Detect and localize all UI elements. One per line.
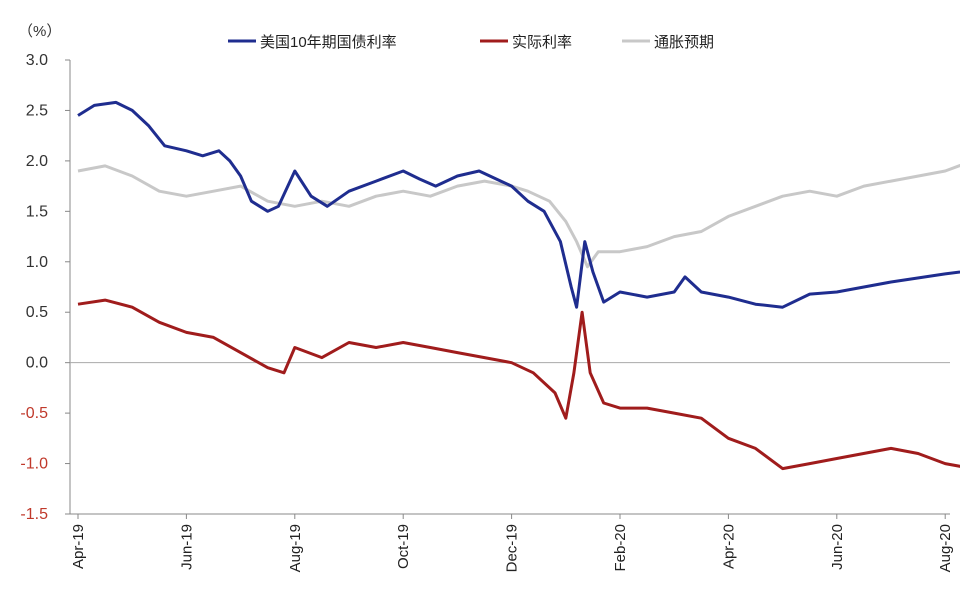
legend-label-0: 美国10年期国债利率: [260, 34, 397, 51]
y-tick-label: 3.0: [26, 52, 48, 69]
x-axis: Apr-19 Jun-19 Aug-19 Oct-19 Dec-19 Feb-20 Apr-…: [70, 362, 954, 572]
y-tick-label: -1.0: [20, 456, 48, 473]
y-tick-label: 0.5: [26, 304, 48, 321]
y-tick-label: 2.0: [26, 153, 48, 170]
y-unit-label: （%）: [18, 23, 61, 40]
legend-label-1: 实际利率: [512, 34, 572, 51]
series-line-1: [77, 298, 960, 471]
x-tick-label: Apr-20: [720, 524, 737, 569]
x-tick-label: Oct-19: [395, 524, 412, 569]
x-tick-label: Aug-20: [937, 524, 954, 572]
y-tick-label: 2.5: [26, 102, 48, 119]
y-tick-label: 0.0: [26, 355, 48, 372]
x-tick-label: Aug-19: [287, 524, 304, 572]
series-layer: [77, 100, 960, 471]
legend-label-2: 通胀预期: [654, 34, 714, 51]
y-tick-label: 1.5: [26, 203, 48, 220]
x-tick-label: Jun-20: [829, 524, 846, 570]
y-tick-label: 1.0: [26, 254, 48, 271]
x-tick-label: Dec-19: [504, 524, 521, 572]
y-tick-label: -1.5: [20, 506, 48, 523]
legend: 美国10年期国债利率 实际利率 通胀预期: [228, 34, 714, 51]
x-tick-label: Feb-20: [612, 524, 629, 572]
x-tick-label: Jun-19: [178, 524, 195, 570]
x-tick-label: Apr-19: [70, 524, 87, 569]
y-tick-label: -0.5: [20, 405, 48, 422]
series-line-2: [77, 163, 960, 269]
series-line-0: [77, 100, 960, 309]
y-axis: 3.0 2.5 2.0 1.5 1.0 0.5 0.0 -0.5 -1.0 -1.5: [20, 52, 71, 523]
